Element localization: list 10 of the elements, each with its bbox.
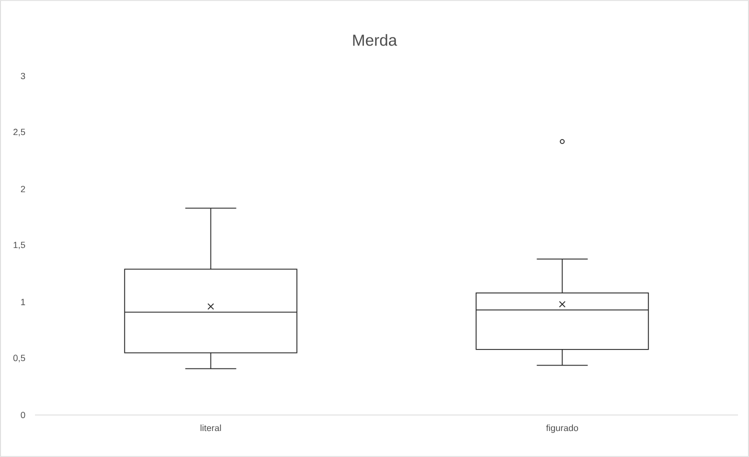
x-tick-label: literal [200,424,221,432]
y-tick-label: 1,5 [14,242,26,250]
y-tick-label: 0 [20,412,26,418]
y-tick-label: 2 [20,186,26,192]
y-tick-label: 0,5 [13,354,26,362]
x-tick-label: figurado [546,424,578,433]
y-tick-label: 2,5 [13,128,26,136]
chart-title: Merda [353,34,398,46]
y-tick-label: 3 [20,72,26,80]
y-tick-label: 1 [21,298,26,306]
